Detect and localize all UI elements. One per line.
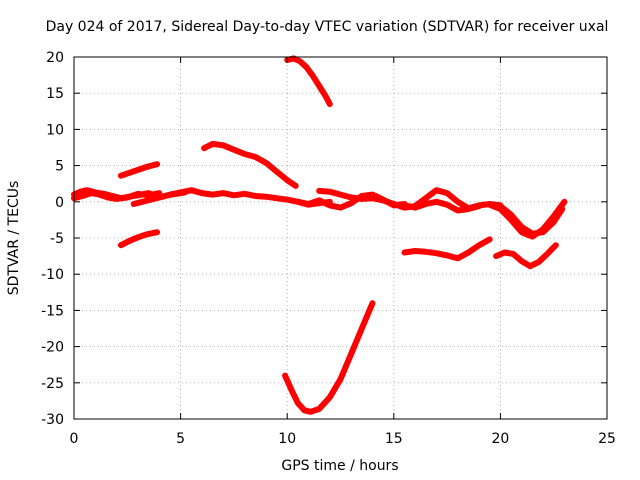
x-axis-label: GPS time / hours: [281, 458, 398, 474]
series-arc-low-right: [401, 236, 493, 262]
y-tick-label: -15: [41, 303, 64, 319]
x-tick-label: 25: [598, 431, 616, 447]
series-arc-up-left: [117, 161, 161, 179]
series-arc-mid-right-b: [294, 191, 408, 211]
tick-marks: [73, 56, 608, 420]
y-tick-label: -25: [41, 376, 64, 392]
x-tick-labels: 0 5 10 15 20 25: [70, 431, 616, 447]
x-tick-label: 0: [70, 431, 79, 447]
y-tick-label: 20: [46, 50, 64, 66]
y-axis-label: SDTVAR / TECUs: [6, 181, 22, 296]
y-tick-label: -5: [50, 231, 64, 247]
y-tick-label: 0: [55, 195, 64, 211]
series-arc-dip-right-b: [497, 203, 566, 237]
series-arc-down-left: [117, 229, 161, 249]
y-tick-label: 10: [46, 122, 64, 138]
series-arc-main-left-b: [71, 190, 163, 202]
y-tick-label: 15: [46, 86, 64, 102]
y-tick-labels: 20 15 10 5 0 -5 -10 -15 -20 -25 -30: [41, 50, 64, 428]
y-tick-label: 5: [55, 159, 64, 175]
series-arc-bottom: [282, 300, 376, 415]
plot-frame: [73, 56, 608, 420]
grid: [74, 57, 607, 419]
y-tick-label: -20: [41, 340, 64, 356]
x-tick-label: 10: [278, 431, 296, 447]
chart-title: Day 024 of 2017, Sidereal Day-to-day VTE…: [46, 19, 609, 35]
series-arc-up-mid: [201, 140, 299, 189]
y-tick-label: -30: [41, 412, 64, 428]
x-tick-label: 20: [491, 431, 509, 447]
series-arc-mid-right-c: [401, 198, 483, 214]
series-arc-low-right-b: [493, 242, 559, 270]
x-tick-label: 5: [176, 431, 185, 447]
y-tick-label: -10: [41, 267, 64, 283]
x-tick-label: 15: [385, 431, 403, 447]
series-arc-top: [284, 55, 333, 108]
series-layer: [71, 55, 568, 415]
series-arc-low-dip: [130, 189, 188, 207]
